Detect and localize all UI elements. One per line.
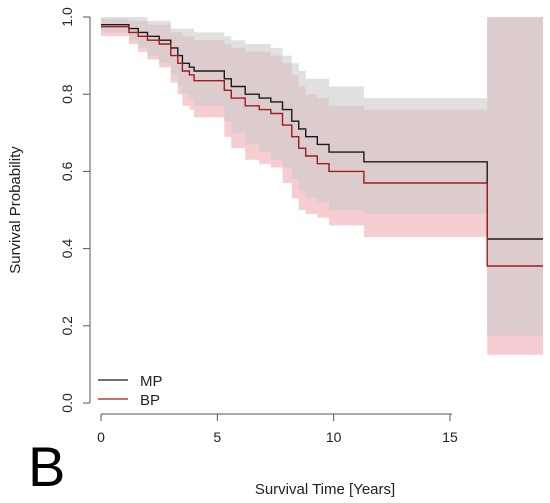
x-axis-title: Survival Time [Years]	[255, 481, 395, 498]
y-tick-label: 1.0	[59, 7, 75, 27]
confidence-band-mp	[101, 17, 543, 336]
x-tick-label: 10	[326, 429, 342, 445]
x-tick-label: 15	[442, 429, 458, 445]
legend: MP BP	[98, 373, 163, 409]
legend-label-bp: BP	[140, 392, 160, 409]
x-tick-label: 5	[213, 429, 221, 445]
y-tick-label: 0.0	[59, 393, 75, 413]
axes	[89, 17, 452, 415]
survival-curves	[101, 24, 543, 267]
panel-letter: B	[28, 435, 65, 498]
y-tick-label: 0.6	[59, 161, 75, 181]
survival-line-bp	[101, 26, 543, 267]
survival-line-mp	[101, 24, 543, 240]
y-axis-title: Survival Probability	[7, 146, 24, 274]
y-tick-label: 0.2	[59, 316, 75, 336]
legend-label-mp: MP	[140, 373, 163, 390]
y-tick-label: 0.8	[59, 84, 75, 104]
confidence-bands	[101, 17, 543, 355]
x-tick-label: 0	[97, 429, 105, 445]
y-tick-label: 0.4	[59, 239, 75, 259]
axis-ticks: 0 5 10 15 0.0 0.2 0.4 0.6 0.8 1.0	[59, 7, 458, 445]
